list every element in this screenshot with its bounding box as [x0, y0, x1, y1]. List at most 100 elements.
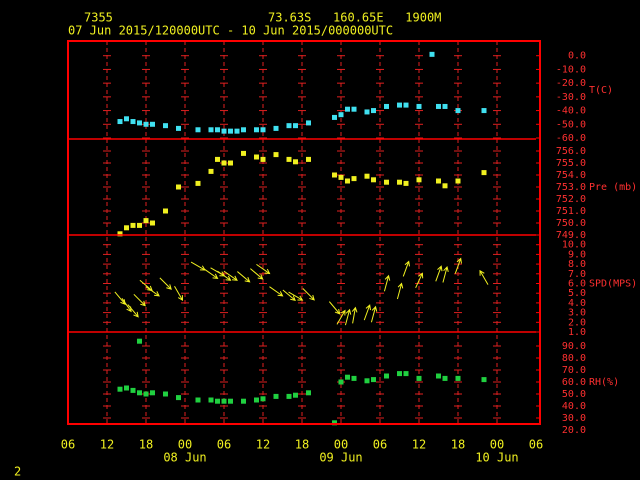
wind-arrow: [383, 274, 391, 292]
data-point: [384, 179, 389, 185]
date-label: 08 Jun: [163, 451, 206, 465]
date-label: 09 Jun: [319, 451, 362, 465]
x-tick-label: 06: [61, 438, 75, 452]
data-point: [436, 103, 441, 109]
data-point: [306, 156, 311, 162]
data-point: [442, 183, 448, 189]
data-point: [345, 106, 350, 112]
data-point: [228, 128, 233, 134]
data-point: [176, 125, 181, 131]
y-tick-label: -40.0: [556, 106, 586, 117]
data-point: [137, 120, 142, 126]
y-tick-label: 753.0: [556, 182, 586, 193]
data-point: [208, 168, 214, 174]
wind-arrow: [237, 271, 251, 283]
data-point: [176, 395, 181, 401]
page-number: 2: [14, 465, 21, 479]
data-point: [429, 51, 435, 57]
data-point: [403, 102, 409, 108]
data-point: [117, 119, 123, 125]
data-point: [338, 174, 344, 180]
y-tick-label: 10.0: [562, 240, 586, 251]
y-tick-label: 20.0: [562, 425, 586, 436]
data-point: [130, 119, 136, 125]
x-tick-label: 12: [256, 438, 270, 452]
data-point: [221, 398, 227, 404]
wind-arrow: [256, 263, 271, 275]
data-point: [163, 123, 168, 129]
y-tick-label: 2.0: [568, 317, 586, 328]
wind-arrow: [133, 293, 146, 307]
data-point: [241, 150, 246, 156]
data-point: [137, 390, 142, 396]
data-point: [260, 156, 266, 162]
data-point: [345, 178, 350, 184]
data-point: [137, 338, 142, 344]
data-point: [260, 127, 266, 133]
data-point: [163, 208, 168, 214]
y-tick-label: -50.0: [556, 119, 586, 130]
wind-arrow: [159, 277, 172, 290]
data-point: [124, 225, 129, 231]
y-tick-label: 752.0: [556, 194, 586, 205]
data-point: [130, 222, 136, 228]
data-point: [195, 180, 201, 186]
data-point: [455, 178, 461, 184]
y-tick-label: 755.0: [556, 158, 586, 169]
period: 07 Jun 2015/120000UTC - 10 Jun 2015/0000…: [68, 24, 393, 38]
y-tick-label: 8.0: [568, 259, 586, 270]
y-tick-label: 750.0: [556, 218, 586, 229]
date-label: 10 Jun: [475, 451, 518, 465]
x-tick-label: 12: [100, 438, 114, 452]
y-tick-label: 4.0: [568, 298, 586, 309]
data-point: [338, 112, 344, 118]
data-point: [455, 375, 461, 381]
data-point: [221, 160, 227, 166]
y-tick-label: 40.0: [562, 401, 586, 412]
axis-label: RH(%): [589, 377, 619, 388]
y-tick-label: 754.0: [556, 170, 586, 181]
x-tick-label: 18: [451, 438, 465, 452]
plot-frame: [67, 40, 541, 425]
data-point: [481, 170, 487, 176]
y-tick-label: 5.0: [568, 288, 586, 299]
data-point: [306, 390, 311, 396]
data-point: [455, 108, 461, 114]
station-location: 73.63S 160.65E 1900M: [268, 11, 441, 25]
data-point: [403, 371, 409, 377]
data-point: [293, 123, 298, 129]
data-point: [254, 154, 259, 160]
wind-arrow: [344, 308, 352, 326]
data-point: [481, 108, 487, 114]
x-tick-label: 00: [334, 438, 348, 452]
wind-arrow: [351, 306, 358, 324]
y-tick-label: 9.0: [568, 249, 586, 260]
data-point: [436, 373, 441, 379]
x-tick-label: 00: [178, 438, 192, 452]
data-point: [273, 393, 279, 399]
data-point: [215, 156, 220, 162]
data-point: [143, 391, 149, 397]
y-tick-label: 7.0: [568, 269, 586, 280]
data-point: [215, 398, 220, 404]
wind-arrow: [282, 289, 296, 301]
data-point: [364, 378, 370, 384]
data-point: [273, 152, 279, 158]
axis-label: T(C): [589, 85, 613, 96]
data-point: [208, 127, 214, 133]
data-point: [416, 375, 422, 381]
data-point: [286, 156, 292, 162]
data-point: [195, 397, 201, 403]
data-point: [364, 109, 370, 115]
data-point: [130, 387, 136, 393]
data-point: [436, 178, 441, 184]
data-point: [221, 128, 227, 134]
station-id: 7355: [84, 11, 113, 25]
wind-arrow: [328, 301, 341, 315]
data-point: [332, 172, 337, 178]
data-point: [286, 123, 292, 129]
wind-arrow: [223, 270, 238, 281]
y-tick-label: 749.0: [556, 230, 586, 241]
wind-arrow: [454, 257, 462, 274]
data-point: [481, 377, 487, 383]
